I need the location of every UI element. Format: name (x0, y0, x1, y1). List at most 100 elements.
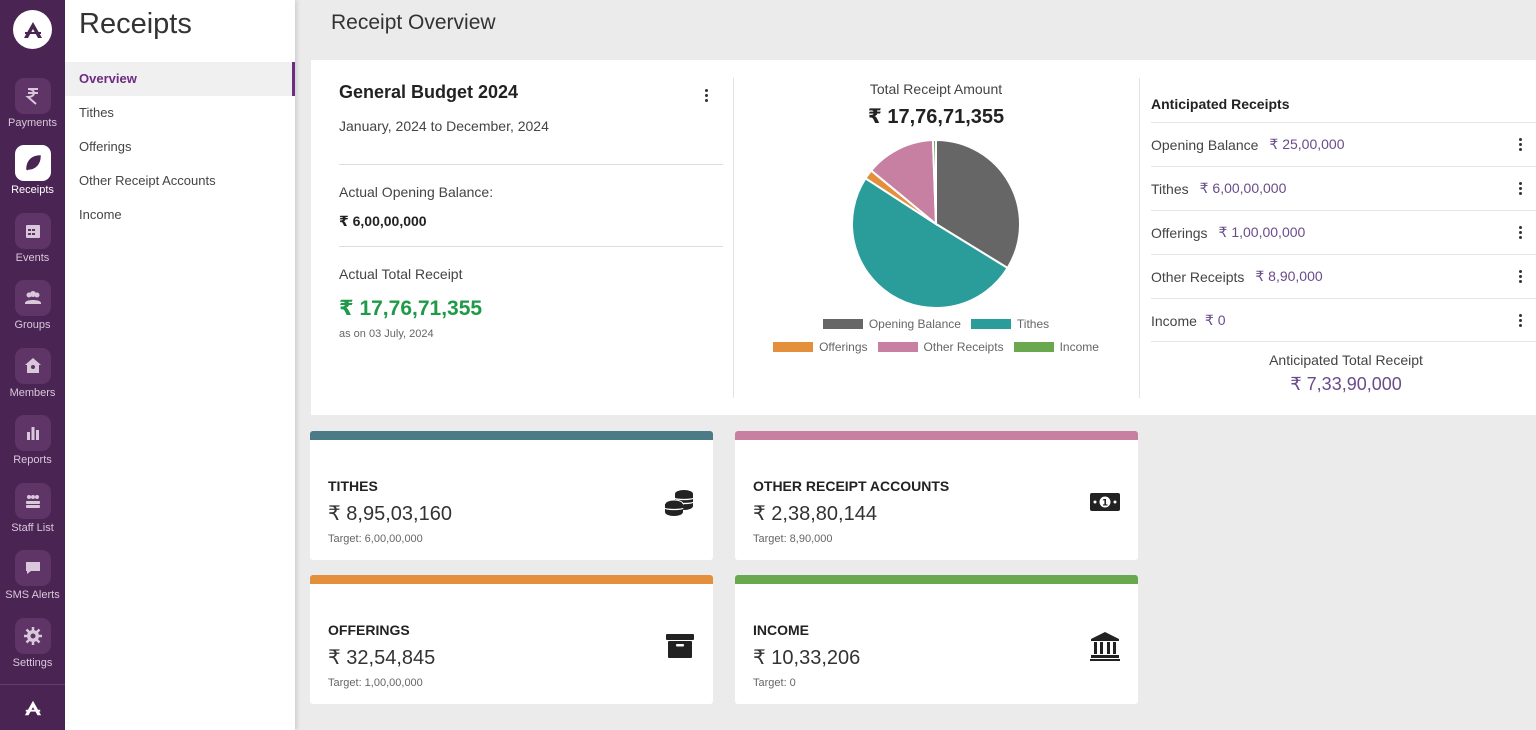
card-value: ₹ 8,95,03,160 (328, 503, 452, 525)
rail-item-settings[interactable]: Settings (0, 618, 65, 669)
chart-legend-row1: Opening Balance Tithes (734, 317, 1138, 331)
row-more-menu-icon[interactable] (1514, 179, 1526, 199)
anticipated-amount: ₹ 6,00,00,000 (1199, 180, 1287, 196)
group-icon (24, 291, 41, 304)
legend-swatch (877, 342, 918, 352)
legend-other-receipts[interactable]: Other Receipts (877, 340, 1004, 354)
legend-label: Other Receipts (923, 340, 1004, 354)
rail-label: Payments (8, 117, 57, 129)
rail-label: Receipts (11, 184, 54, 196)
subnav-item-overview[interactable]: Overview (65, 62, 295, 96)
total-receipt-amount: ₹ 17,76,71,355 (867, 106, 1005, 128)
budget-more-menu-icon[interactable] (700, 86, 712, 106)
rail-item-receipts[interactable]: Receipts (0, 145, 65, 196)
subnav-item-other-receipt-accounts[interactable]: Other Receipt Accounts (79, 173, 216, 188)
legend-offerings[interactable]: Offerings (773, 340, 868, 354)
card-target: Target: 0 (753, 677, 796, 689)
rail-label: Staff List (11, 522, 54, 534)
divider (339, 246, 723, 247)
as-on-date: as on 03 July, 2024 (339, 328, 434, 340)
subnav-item-tithes[interactable]: Tithes (79, 105, 114, 120)
app-logo[interactable] (13, 10, 52, 49)
rail-item-reports[interactable]: Reports (0, 415, 65, 466)
row-more-menu-icon[interactable] (1514, 267, 1526, 287)
tithes-card[interactable]: TITHES ₹ 8,95,03,160 Target: 6,00,00,000 (310, 431, 713, 560)
card-value: ₹ 2,38,80,144 (753, 503, 877, 525)
pie-slice-other-receipts[interactable] (869, 139, 938, 227)
chat-icon (25, 562, 40, 574)
anticipated-label: Tithes (1151, 180, 1189, 197)
anticipated-label: Opening Balance (1151, 136, 1259, 153)
pie-slice-income[interactable] (931, 138, 937, 225)
anticipated-amount: ₹ 0 (1204, 312, 1226, 328)
legend-label: Tithes (1016, 317, 1050, 331)
rail-label: Members (9, 387, 56, 399)
svg-text:1: 1 (1102, 499, 1108, 509)
bank-icon (1090, 632, 1120, 661)
page-title: Receipt Overview (331, 11, 496, 34)
bar-chart-icon (26, 427, 39, 440)
income-card[interactable]: INCOME ₹ 10,33,206 Target: 0 (735, 575, 1138, 704)
legend-opening-balance[interactable]: Opening Balance (822, 317, 961, 331)
card-target: Target: 6,00,00,000 (328, 533, 423, 545)
pie-slice-tithes[interactable] (851, 176, 1009, 309)
legend-label: Income (1059, 340, 1099, 354)
rail-footer-logo[interactable] (0, 684, 65, 730)
legend-swatch (970, 319, 1011, 329)
legend-income[interactable]: Income (1013, 340, 1099, 354)
chart-legend-row2: Offerings Other Receipts Income (734, 340, 1138, 354)
card-title: OFFERINGS (328, 622, 410, 638)
other-receipt-accounts-card[interactable]: OTHER RECEIPT ACCOUNTS ₹ 2,38,80,144 Tar… (735, 431, 1138, 560)
legend-tithes[interactable]: Tithes (970, 317, 1050, 331)
card-value: ₹ 10,33,206 (753, 647, 861, 669)
divider (733, 78, 734, 398)
row-more-menu-icon[interactable] (1514, 223, 1526, 243)
gear-icon (23, 627, 42, 645)
anticipated-row: Opening Balance ₹ 25,00,000 (1151, 122, 1536, 166)
divider (1139, 78, 1140, 398)
legend-swatch (822, 319, 863, 329)
anticipated-row: Tithes ₹ 6,00,00,000 (1151, 166, 1536, 210)
total-receipt-title: Total Receipt Amount (869, 81, 1003, 97)
logo-icon (23, 21, 42, 38)
rail-item-groups[interactable]: Groups (0, 280, 65, 331)
money-bill-icon: 1 (1090, 493, 1120, 511)
card-target: Target: 1,00,00,000 (328, 677, 423, 689)
subnav-item-income[interactable]: Income (79, 207, 122, 222)
rail-label: Settings (12, 657, 53, 669)
row-more-menu-icon[interactable] (1514, 135, 1526, 155)
staff-icon (25, 495, 40, 508)
card-value: ₹ 32,54,845 (328, 647, 436, 669)
subnav-title: Receipts (79, 8, 192, 40)
rail-label: SMS Alerts (5, 589, 60, 601)
rail-item-members[interactable]: Members (0, 348, 65, 399)
legend-label: Opening Balance (868, 317, 961, 331)
anticipated-total-value: ₹ 7,33,90,000 (1290, 374, 1402, 394)
row-more-menu-icon[interactable] (1514, 311, 1526, 331)
card-target: Target: 8,90,000 (753, 533, 833, 545)
receipt-pie-chart (851, 138, 1021, 309)
card-title: INCOME (753, 622, 809, 638)
rail-label: Reports (13, 454, 52, 466)
divider (1151, 341, 1536, 342)
opening-balance-label: Actual Opening Balance: (339, 184, 494, 200)
rail-item-staff-list[interactable]: Staff List (0, 483, 65, 534)
rail-label: Events (15, 252, 50, 264)
legend-label: Offerings (819, 340, 868, 354)
rail-item-events[interactable]: Events (0, 213, 65, 264)
card-title: TITHES (328, 478, 378, 494)
rail-label: Groups (14, 319, 51, 331)
offerings-card[interactable]: OFFERINGS ₹ 32,54,845 Target: 1,00,00,00… (310, 575, 713, 704)
anticipated-row: Income ₹ 0 (1151, 298, 1536, 342)
home-icon (24, 358, 41, 373)
anticipated-amount: ₹ 1,00,00,000 (1218, 224, 1306, 240)
rail-item-sms-alerts[interactable]: SMS Alerts (0, 550, 65, 601)
card-title: OTHER RECEIPT ACCOUNTS (753, 478, 950, 494)
anticipated-row: Offerings ₹ 1,00,00,000 (1151, 210, 1536, 254)
subnav-item-offerings[interactable]: Offerings (79, 139, 132, 154)
rupee-icon (24, 88, 38, 105)
rail-item-payments[interactable]: Payments (0, 78, 65, 129)
anticipated-row: Other Receipts ₹ 8,90,000 (1151, 254, 1536, 298)
overview-panel: General Budget 2024 January, 2024 to Dec… (311, 60, 1536, 415)
anticipated-amount: ₹ 25,00,000 (1269, 136, 1345, 152)
